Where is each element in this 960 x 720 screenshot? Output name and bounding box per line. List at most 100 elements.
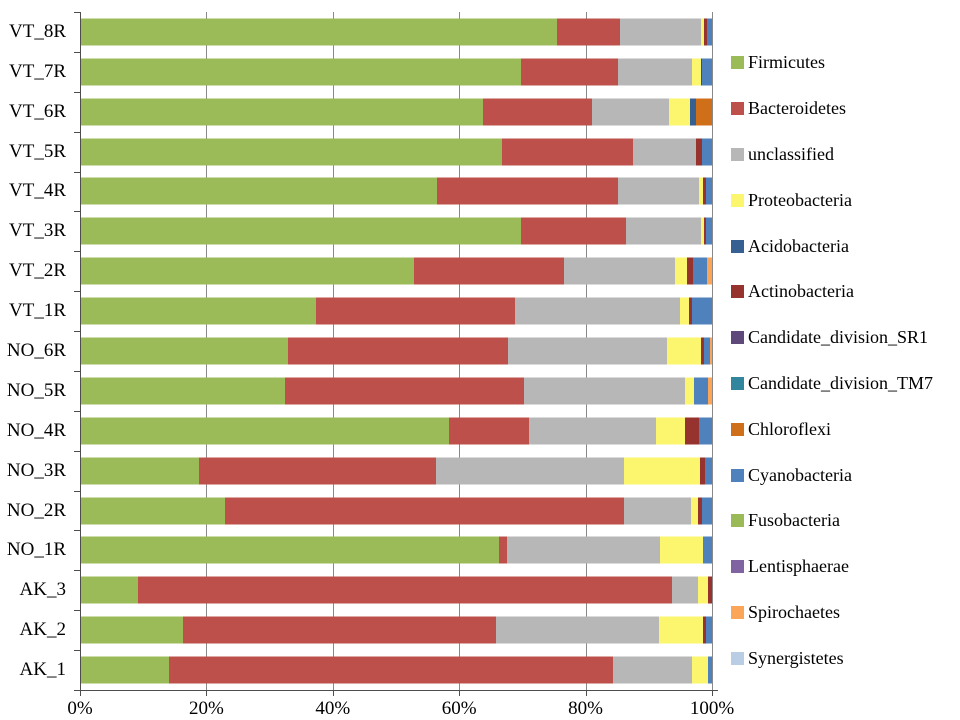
bar-segment-Bacteroidetes [499, 536, 507, 564]
bar-segment-Spirochaetes [708, 377, 712, 405]
bar-segment-Actinobacteria [698, 497, 702, 525]
stacked-bar-VT_6R [80, 98, 712, 126]
bar-segment-Proteobacteria [623, 457, 700, 485]
legend-label: Spirochaetes [748, 601, 840, 622]
stacked-bar-AK_2 [80, 616, 712, 644]
bar-segment-Bacteroidetes [183, 616, 496, 644]
stacked-bar-VT_8R [80, 18, 712, 46]
legend-item-Chloroflexi: Chloroflexi [731, 406, 959, 452]
bar-segment-Proteobacteria [700, 217, 704, 245]
bar-segment-Proteobacteria [691, 656, 709, 684]
bar-segment-Firmicutes [80, 217, 521, 245]
y-tick-mark [74, 490, 81, 492]
legend-item-Fusobacteria: Fusobacteria [731, 498, 959, 544]
legend-swatch-icon [731, 102, 744, 116]
bar-segment-Firmicutes [80, 297, 317, 325]
y-axis-line [80, 12, 81, 690]
bar-segment-Bacteroidetes [287, 337, 509, 365]
x-tick-label: 100% [689, 698, 735, 719]
stacked-bar-AK_1 [80, 656, 712, 684]
bar-segment-Firmicutes [80, 576, 139, 604]
legend-swatch-icon [731, 376, 744, 390]
y-tick-mark [74, 91, 81, 93]
legend-item-Actinobacteria: Actinobacteria [731, 269, 959, 315]
x-tick-mark [712, 690, 713, 696]
bar-row [80, 172, 712, 212]
bar-segment-Proteobacteria [675, 257, 688, 285]
legend-label: Synergistetes [748, 647, 844, 668]
bar-segment-Firmicutes [80, 536, 500, 564]
bar-segment-Cyanobacteria [691, 297, 712, 325]
bar-segment-unclassified [528, 417, 656, 445]
bar-segment-Actinobacteria [703, 616, 707, 644]
bar-segment-Bacteroidetes [199, 457, 436, 485]
category-label-NO_1R: NO_1R [6, 539, 66, 561]
category-label-VT_7R: VT_7R [9, 60, 66, 82]
bar-segment-Acidobacteria [689, 98, 697, 126]
legend-label: Proteobacteria [748, 189, 852, 210]
gridline [712, 12, 713, 690]
category-label-NO_4R: NO_4R [6, 419, 66, 441]
bar-segment-Firmicutes [80, 337, 288, 365]
legend-item-Acidobacteria: Acidobacteria [731, 223, 959, 269]
stacked-bar-VT_3R [80, 217, 712, 245]
y-tick-mark [74, 251, 81, 253]
bar-segment-Bacteroidetes [285, 377, 524, 405]
legend-swatch-icon [731, 468, 744, 482]
bar-row [80, 610, 712, 650]
bar-segment-unclassified [613, 656, 692, 684]
x-tick-label: 40% [315, 698, 351, 719]
x-tick-mark [459, 690, 461, 696]
legend-swatch-icon [731, 285, 744, 299]
legend-swatch-icon [731, 331, 744, 345]
bar-segment-Proteobacteria [699, 177, 704, 205]
bar-segment-unclassified [495, 616, 659, 644]
bar-segment-Cyanobacteria [702, 536, 712, 564]
stacked-bar-NO_1R [80, 536, 712, 564]
bar-segment-Firmicutes [80, 58, 521, 86]
bar-segment-Actinobacteria [699, 457, 706, 485]
bar-segment-Proteobacteria [691, 58, 701, 86]
stacked-bar-NO_4R [80, 417, 712, 445]
bar-segment-Firmicutes [80, 18, 557, 46]
bar-segment-Bacteroidetes [437, 177, 618, 205]
stacked-bar-NO_3R [80, 457, 712, 485]
bar-row [80, 52, 712, 92]
bar-segment-Proteobacteria [698, 576, 709, 604]
bar-segment-Firmicutes [80, 417, 450, 445]
y-tick-mark [74, 610, 81, 612]
bar-row [80, 251, 712, 291]
category-label-VT_2R: VT_2R [9, 260, 66, 282]
y-tick-mark [74, 12, 81, 13]
bar-row [80, 92, 712, 132]
legend-item-Candidate_division_TM7: Candidate_division_TM7 [731, 361, 959, 407]
bar-segment-unclassified [435, 457, 624, 485]
bar-segment-Proteobacteria [679, 297, 689, 325]
bar-segment-Cyanobacteria [705, 177, 712, 205]
bar-segment-Actinobacteria [687, 257, 693, 285]
bar-segment-unclassified [632, 138, 696, 166]
bar-segment-Proteobacteria [655, 417, 686, 445]
bar-segment-Cyanobacteria [703, 337, 711, 365]
legend-label: unclassified [748, 143, 834, 164]
bar-segment-Bacteroidetes [502, 138, 633, 166]
bar-segment-Bacteroidetes [520, 217, 627, 245]
bar-segment-Actinobacteria [685, 417, 700, 445]
category-label-NO_5R: NO_5R [6, 379, 66, 401]
bar-segment-Proteobacteria [669, 98, 690, 126]
y-tick-mark [74, 450, 81, 452]
legend-item-Firmicutes: Firmicutes [731, 40, 959, 86]
y-tick-mark [74, 331, 81, 333]
bar-segment-Bacteroidetes [169, 656, 614, 684]
y-tick-mark [74, 570, 81, 572]
bar-row [80, 650, 712, 690]
bar-segment-Bacteroidetes [556, 18, 620, 46]
bar-segment-Actinobacteria [703, 18, 707, 46]
legend-label: Bacteroidetes [748, 98, 846, 119]
bar-segment-Proteobacteria [660, 536, 703, 564]
bar-row [80, 491, 712, 531]
bar-segment-Bacteroidetes [520, 58, 618, 86]
bar-segment-Cyanobacteria [693, 257, 707, 285]
y-tick-mark [74, 171, 81, 173]
stacked-bar-VT_7R [80, 58, 712, 86]
